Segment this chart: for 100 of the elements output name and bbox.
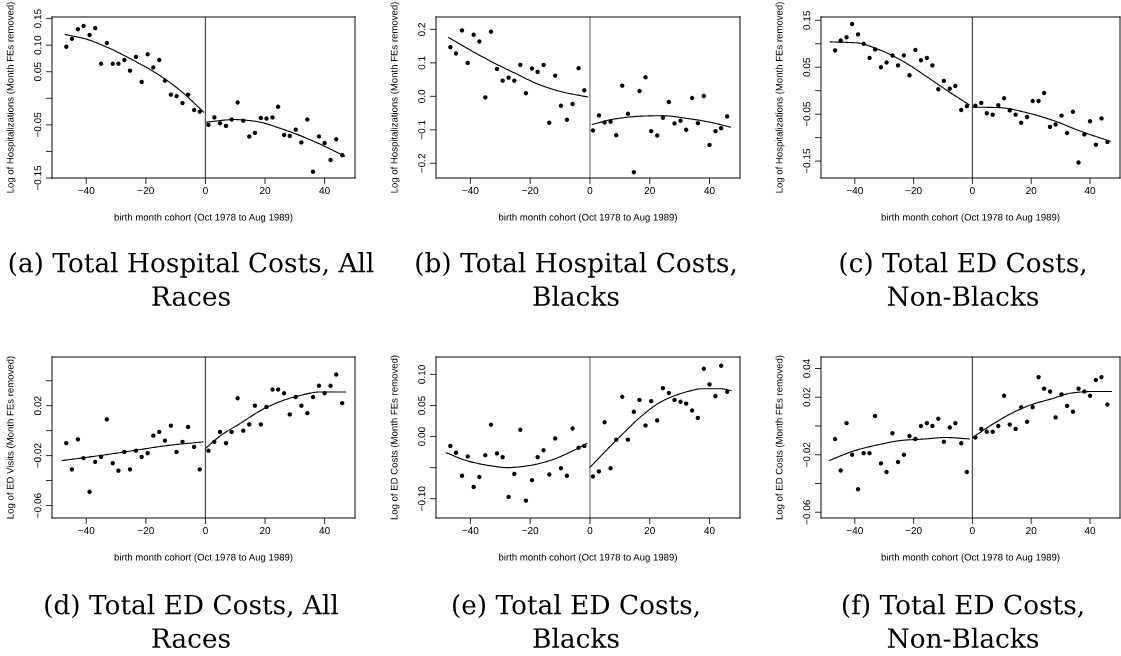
point — [191, 444, 197, 450]
point — [305, 410, 310, 416]
point — [500, 454, 505, 460]
point — [990, 429, 995, 434]
x-tick-label: −40 — [78, 187, 95, 195]
x-tick-label: 0 — [203, 527, 208, 535]
point — [122, 57, 127, 63]
point — [979, 100, 984, 106]
point — [235, 100, 240, 105]
point — [191, 107, 197, 113]
point — [133, 448, 139, 453]
point — [643, 423, 648, 428]
point — [1001, 393, 1007, 399]
point — [672, 397, 677, 403]
point — [483, 453, 488, 458]
point — [1024, 114, 1030, 120]
point — [678, 118, 683, 123]
x-tick-label: −20 — [522, 187, 539, 195]
point — [964, 103, 970, 109]
point — [110, 61, 115, 66]
point — [116, 468, 121, 473]
point — [861, 41, 866, 46]
point — [901, 452, 907, 457]
point — [247, 422, 252, 427]
point — [75, 27, 81, 32]
point — [334, 137, 339, 142]
point — [453, 450, 459, 455]
point — [151, 433, 156, 438]
point — [695, 415, 701, 421]
point — [660, 115, 666, 120]
x-tick-label: −40 — [78, 527, 95, 535]
point — [339, 152, 345, 158]
point — [241, 428, 246, 433]
point — [116, 61, 121, 66]
point — [895, 459, 901, 465]
point — [631, 170, 637, 175]
point — [890, 430, 895, 436]
y-tick-label: −0.06 — [803, 500, 811, 525]
point — [936, 87, 941, 92]
point — [168, 92, 174, 97]
point — [506, 494, 511, 500]
point — [459, 473, 465, 478]
point — [576, 66, 581, 71]
point — [1064, 403, 1070, 409]
x-axis-title: birth month cohort (Oct 1978 to Aug 1989) — [114, 213, 293, 223]
point — [270, 387, 275, 392]
point — [506, 75, 511, 80]
point — [287, 412, 292, 417]
point — [590, 474, 596, 479]
point — [1047, 389, 1053, 394]
x-tick-label: 20 — [1026, 527, 1037, 535]
point — [1070, 409, 1076, 414]
y-axis-title: Log of ED Visits (Month FEs removed) — [6, 356, 16, 519]
point — [541, 62, 546, 68]
y-tick-label: −0.02 — [34, 443, 42, 468]
point — [867, 451, 872, 456]
point — [104, 40, 110, 46]
point — [913, 436, 918, 442]
point — [718, 363, 724, 368]
point — [637, 88, 642, 94]
point — [872, 47, 878, 52]
point — [1036, 98, 1041, 104]
point — [990, 112, 995, 117]
point — [1082, 389, 1087, 394]
point — [1099, 116, 1104, 121]
point — [649, 398, 654, 404]
point — [87, 489, 92, 494]
point — [1036, 374, 1041, 380]
point — [1007, 422, 1012, 427]
point — [1053, 122, 1058, 127]
point — [98, 454, 104, 460]
point — [666, 390, 672, 396]
point — [973, 103, 978, 108]
point — [258, 115, 264, 121]
point — [724, 389, 730, 395]
point — [69, 36, 75, 41]
point — [229, 429, 234, 435]
point — [512, 471, 517, 477]
point — [625, 111, 631, 116]
point — [1087, 393, 1093, 399]
point — [637, 397, 642, 403]
point — [930, 63, 935, 68]
point — [139, 79, 144, 85]
point — [212, 115, 217, 120]
point — [247, 134, 252, 139]
point — [529, 477, 535, 483]
point — [564, 473, 570, 478]
point — [328, 157, 333, 163]
point — [529, 66, 535, 71]
point — [281, 132, 287, 138]
x-tick-label: 40 — [704, 187, 715, 195]
point — [930, 423, 935, 429]
point — [287, 133, 292, 139]
point — [701, 93, 707, 99]
point — [1105, 139, 1110, 145]
x-axis-title: birth month cohort (Oct 1978 to Aug 1989) — [114, 553, 293, 563]
point — [206, 448, 211, 453]
point — [518, 427, 523, 432]
point — [941, 78, 947, 84]
point — [110, 460, 115, 466]
